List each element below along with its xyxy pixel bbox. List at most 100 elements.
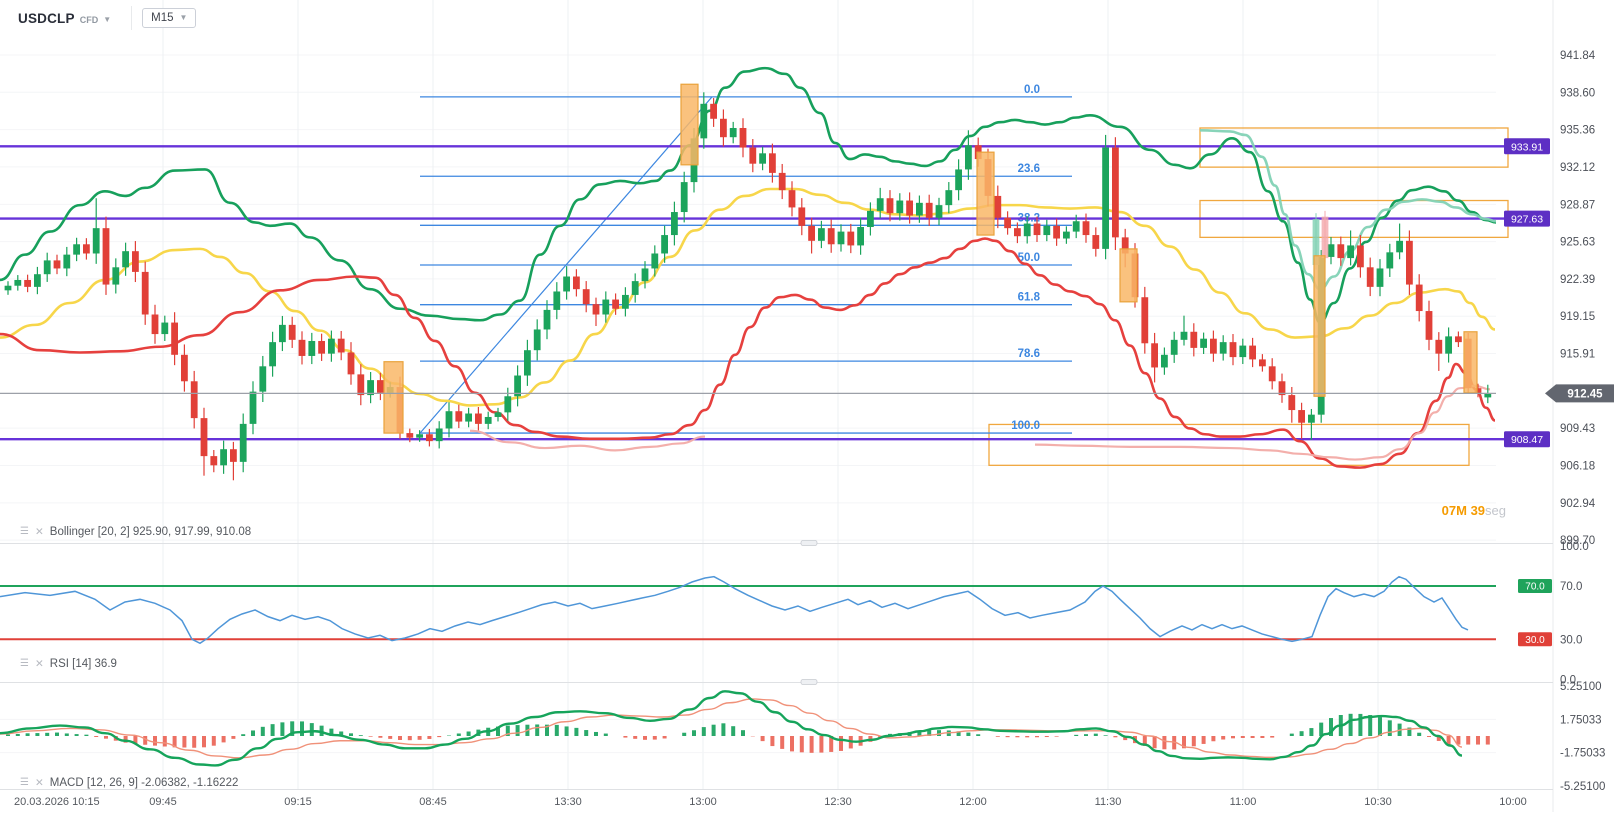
pane-resize-handle[interactable]: [800, 540, 818, 546]
rsi-level-badge: 70.0: [1518, 579, 1552, 593]
rsi-legend-label: RSI [14] 36.9: [49, 658, 117, 670]
indicator-settings-icon[interactable]: ☰: [20, 658, 29, 669]
rsi-line: [0, 575, 1469, 645]
svg-text:11:30: 11:30: [1095, 796, 1122, 808]
current-price-badge: 912.45: [1545, 384, 1614, 403]
indicator-lines-layer: [0, 66, 1497, 469]
svg-text:13:30: 13:30: [554, 796, 582, 808]
svg-text:100.0: 100.0: [1560, 541, 1589, 553]
price-level-badge: 927.63: [1504, 210, 1550, 227]
svg-text:10:30: 10:30: [1364, 796, 1392, 808]
smoothed-ma-teal-line: [1199, 128, 1497, 291]
svg-text:08:45: 08:45: [419, 796, 447, 808]
macd-line: [0, 690, 1463, 767]
chevron-down-icon: ▼: [179, 12, 188, 22]
svg-text:922.39: 922.39: [1560, 274, 1595, 286]
candle-countdown-timer: 07M 39seg: [1442, 503, 1506, 518]
svg-text:912.45: 912.45: [1567, 388, 1603, 400]
svg-text:12:30: 12:30: [824, 796, 852, 808]
bollinger-legend: ☰ ✕ Bollinger [20, 2] 925.90, 917.99, 91…: [20, 526, 251, 538]
indicator-close-icon[interactable]: ✕: [34, 525, 44, 538]
chevron-down-icon: ▼: [103, 14, 112, 24]
grid-layer: [0, 0, 1554, 812]
rsi-level-badge: 30.0: [1518, 632, 1552, 647]
svg-text:902.94: 902.94: [1560, 498, 1596, 510]
symbol-selector[interactable]: USDCLP CFD ▼: [0, 5, 125, 32]
rsi-pane: [0, 575, 1496, 645]
svg-text:909.43: 909.43: [1560, 423, 1595, 435]
support-resistance-levels: [0, 145, 1548, 441]
svg-text:78.6: 78.6: [1018, 348, 1040, 360]
svg-text:11:00: 11:00: [1230, 796, 1257, 808]
svg-text:0.0: 0.0: [1560, 674, 1576, 686]
svg-text:70.0: 70.0: [1525, 582, 1545, 593]
candlestick-layer: [4, 92, 1492, 481]
svg-text:70.0: 70.0: [1560, 581, 1582, 593]
indicator-settings-icon[interactable]: ☰: [20, 526, 29, 537]
svg-text:09:45: 09:45: [149, 796, 177, 808]
svg-text:61.8: 61.8: [1018, 292, 1041, 304]
svg-text:30.0: 30.0: [1525, 635, 1545, 646]
timeframe-selector[interactable]: M15 ▼: [142, 8, 197, 28]
svg-text:932.12: 932.12: [1560, 162, 1595, 174]
svg-text:30.0: 30.0: [1560, 634, 1582, 646]
rsi-legend: ☰ ✕ RSI [14] 36.9: [20, 658, 117, 670]
svg-text:928.87: 928.87: [1560, 199, 1595, 211]
svg-text:50.0: 50.0: [1018, 252, 1040, 264]
svg-text:100.0: 100.0: [1011, 420, 1040, 432]
svg-text:908.47: 908.47: [1511, 434, 1543, 446]
macd-pane: [0, 690, 1496, 767]
bollinger-lower-line: [0, 237, 1496, 469]
timer-minutes: 07M: [1441, 503, 1467, 518]
pane-separators: [0, 540, 1553, 790]
svg-text:12:00: 12:00: [959, 796, 987, 808]
timer-unit: seg: [1485, 503, 1506, 518]
svg-text:10:00: 10:00: [1499, 796, 1527, 808]
price-level-badge: 908.47: [1504, 431, 1550, 448]
svg-text:933.91: 933.91: [1511, 141, 1543, 153]
svg-text:927.63: 927.63: [1511, 214, 1543, 226]
svg-text:5.25100: 5.25100: [1560, 681, 1602, 693]
order-block-boxes: [383, 83, 1478, 434]
price-axis: 941.84 938.60 935.36 932.12 928.87 925.63 922.…: [1560, 50, 1605, 793]
smoothed-ma-pink-line: [1034, 384, 1491, 461]
svg-text:09:15: 09:15: [284, 796, 312, 808]
svg-text:20.03.2026 10:15: 20.03.2026 10:15: [14, 796, 100, 808]
svg-text:-1.75033: -1.75033: [1560, 748, 1605, 760]
indicator-close-icon[interactable]: ✕: [34, 657, 44, 670]
bollinger-legend-label: Bollinger [20, 2] 925.90, 917.99, 910.08: [49, 526, 252, 538]
bollinger-upper-line: [0, 66, 1497, 324]
bollinger-middle-line: [0, 187, 1496, 407]
macd-legend-label: MACD [12, 26, 9] -2.06382, -1.16222: [49, 777, 239, 789]
svg-text:23.6: 23.6: [1018, 163, 1040, 175]
indicator-close-icon[interactable]: ✕: [34, 776, 44, 789]
time-axis: 20.03.2026 10:15 09:45 09:15 08:45 13:30 13:0…: [14, 796, 1527, 808]
svg-text:915.91: 915.91: [1560, 349, 1595, 361]
svg-text:13:00: 13:00: [689, 796, 717, 808]
svg-text:935.36: 935.36: [1560, 125, 1595, 137]
symbol-name: USDCLP: [18, 10, 75, 26]
svg-text:938.60: 938.60: [1560, 87, 1595, 99]
svg-text:1.75033: 1.75033: [1560, 714, 1602, 726]
svg-text:899.70: 899.70: [1560, 535, 1595, 547]
svg-text:-5.25100: -5.25100: [1560, 781, 1605, 793]
market-type-label: CFD: [79, 14, 99, 25]
pane-resize-handle[interactable]: [800, 679, 818, 685]
svg-text:906.18: 906.18: [1560, 461, 1595, 473]
chart-toolbar: USDCLP CFD ▼ M15 ▼: [0, 0, 197, 36]
timeframe-label: M15: [151, 12, 174, 24]
toolbar-divider: [131, 6, 133, 30]
timer-seconds: 39: [1470, 503, 1486, 518]
svg-text:941.84: 941.84: [1560, 50, 1596, 62]
price-level-badge: 933.91: [1504, 138, 1550, 155]
svg-text:925.63: 925.63: [1560, 237, 1595, 249]
smoothed-ma-pink-line: [469, 429, 706, 452]
indicator-settings-icon[interactable]: ☰: [20, 777, 29, 788]
svg-text:0.0: 0.0: [1024, 84, 1040, 96]
svg-text:919.15: 919.15: [1560, 311, 1595, 323]
macd-legend: ☰ ✕ MACD [12, 26, 9] -2.06382, -1.16222: [20, 777, 238, 789]
macd-signal-line: [0, 698, 1463, 759]
